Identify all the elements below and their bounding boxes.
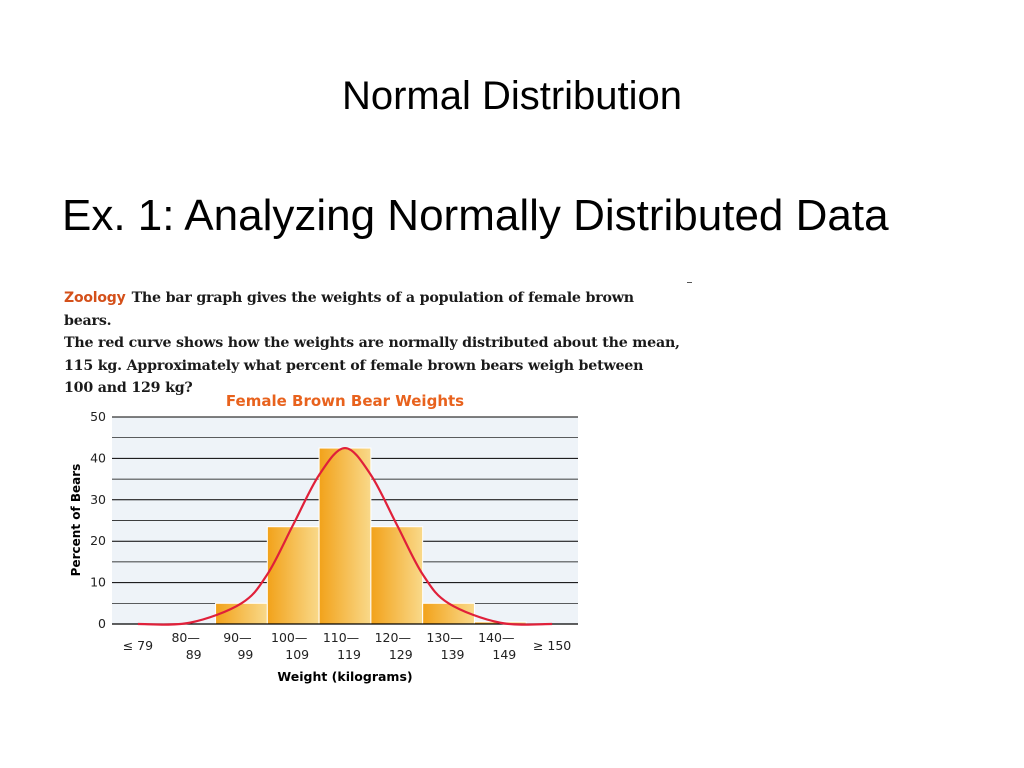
x-tick-label: 120— — [375, 630, 411, 645]
x-tick-label: 109 — [285, 647, 309, 662]
x-tick-label: 139 — [441, 647, 465, 662]
problem-line-3: 115 kg. Approximately what percent of fe… — [64, 357, 644, 374]
x-tick-label: 100— — [271, 630, 307, 645]
plot-area: 0 10 20 30 40 50 ≤ 79 80— 89 90— 99 100— 109 110— 119 1… — [90, 409, 578, 662]
x-tick-label: 90— — [223, 630, 251, 645]
x-tick-label: 140— — [478, 630, 514, 645]
x-tick-label: 99 — [237, 647, 253, 662]
chart-title: Female Brown Bear Weights — [226, 392, 464, 410]
slide-title: Normal Distribution — [341, 74, 683, 118]
problem-tag: Zoology — [64, 290, 126, 306]
y-tick-label: 20 — [90, 533, 106, 548]
x-axis-label: Weight (kilograms) — [277, 669, 412, 684]
x-tick-label: 110— — [323, 630, 359, 645]
stray-mark — [687, 282, 692, 283]
y-tick-label: 30 — [90, 492, 106, 507]
problem-line-4: 100 and 129 kg? — [64, 380, 193, 396]
bar — [422, 602, 475, 625]
x-tick-label: 129 — [389, 647, 413, 662]
problem-text-1: The bar graph gives the weights of a pop… — [64, 290, 634, 329]
y-tick-label: 50 — [90, 409, 106, 424]
x-tick-label: 89 — [186, 647, 202, 662]
normal-curve — [137, 446, 553, 626]
y-tick-label: 0 — [98, 616, 106, 631]
x-tick-label: 119 — [337, 647, 361, 662]
problem-line-2: The red curve shows how the weights are … — [64, 335, 680, 351]
x-tick-label: 80— — [171, 630, 199, 645]
bar-chart: Female Brown Bear Weights Percent of Bea… — [69, 392, 578, 684]
slide-subtitle: Ex. 1: Analyzing Normally Distributed Da… — [62, 191, 889, 240]
y-axis-label: Percent of Bears — [69, 464, 83, 577]
bar — [266, 526, 320, 625]
y-tick-label: 40 — [90, 450, 106, 465]
y-tick-label: 10 — [90, 575, 106, 590]
x-tick-label: ≥ 150 — [533, 638, 571, 653]
problem-line-1: Zoology The bar graph gives the weights o… — [64, 287, 684, 332]
x-tick-label: ≤ 79 — [123, 638, 153, 653]
problem-statement: Zoology The bar graph gives the weights o… — [64, 287, 684, 400]
x-tick-label: 149 — [492, 647, 516, 662]
bar — [215, 602, 268, 625]
bar — [370, 526, 424, 625]
x-tick-label: 130— — [426, 630, 462, 645]
bar — [318, 447, 372, 625]
